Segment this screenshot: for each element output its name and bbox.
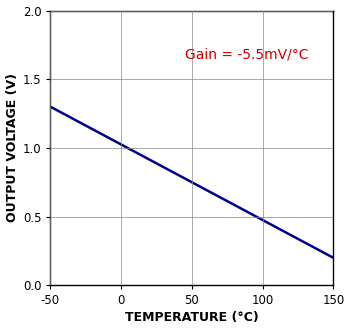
Text: Gain = -5.5mV/°C: Gain = -5.5mV/°C: [185, 48, 308, 61]
Y-axis label: OUTPUT VOLTAGE (V): OUTPUT VOLTAGE (V): [6, 73, 19, 222]
X-axis label: TEMPERATURE (°C): TEMPERATURE (°C): [125, 312, 259, 324]
